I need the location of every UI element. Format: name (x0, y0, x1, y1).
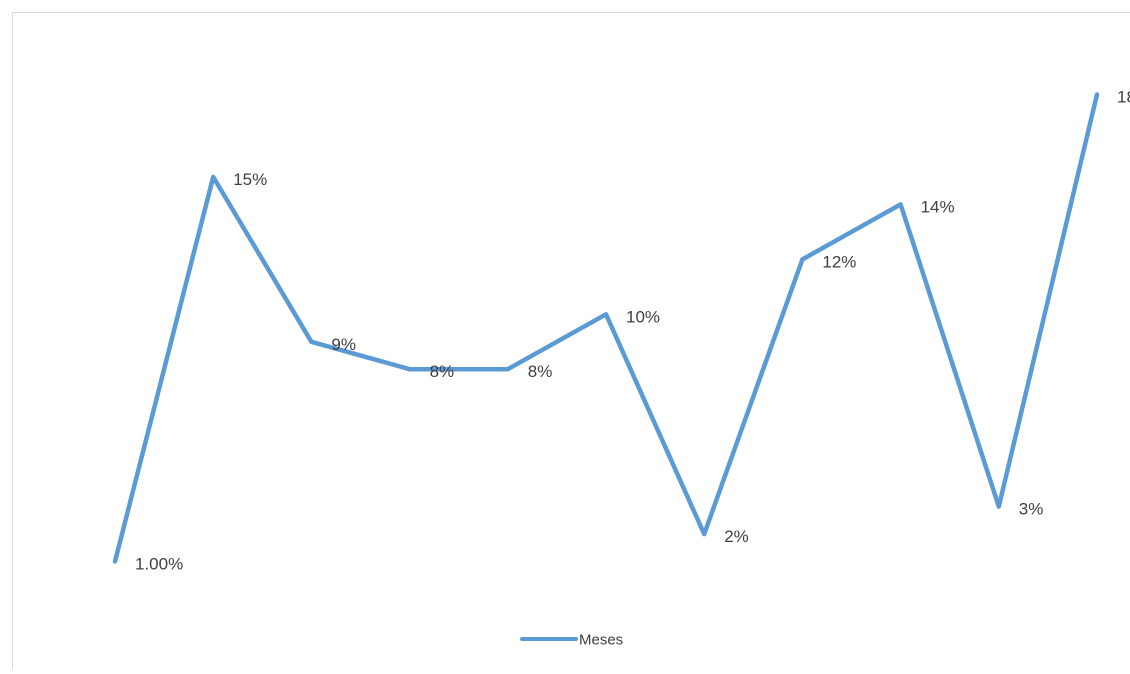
legend: Meses (522, 632, 623, 649)
data-label: 14% (921, 197, 955, 216)
data-label: 3% (1019, 500, 1044, 519)
data-labels: 1.00% 15% 9% 8% 8% 10% 2% 12% 14% 3% 18% (135, 88, 1130, 574)
data-label: 1.00% (135, 555, 183, 574)
legend-label-meses: Meses (579, 632, 623, 649)
data-label: 9% (331, 335, 356, 354)
data-label: 2% (724, 527, 749, 546)
plot-area (115, 94, 1097, 561)
series-line-meses (115, 95, 1097, 562)
data-label: 12% (822, 252, 856, 271)
data-label: 8% (430, 362, 455, 381)
data-label: 15% (233, 170, 267, 189)
data-label: 8% (528, 362, 553, 381)
data-label: 18% (1117, 88, 1130, 107)
data-label: 10% (626, 307, 660, 326)
